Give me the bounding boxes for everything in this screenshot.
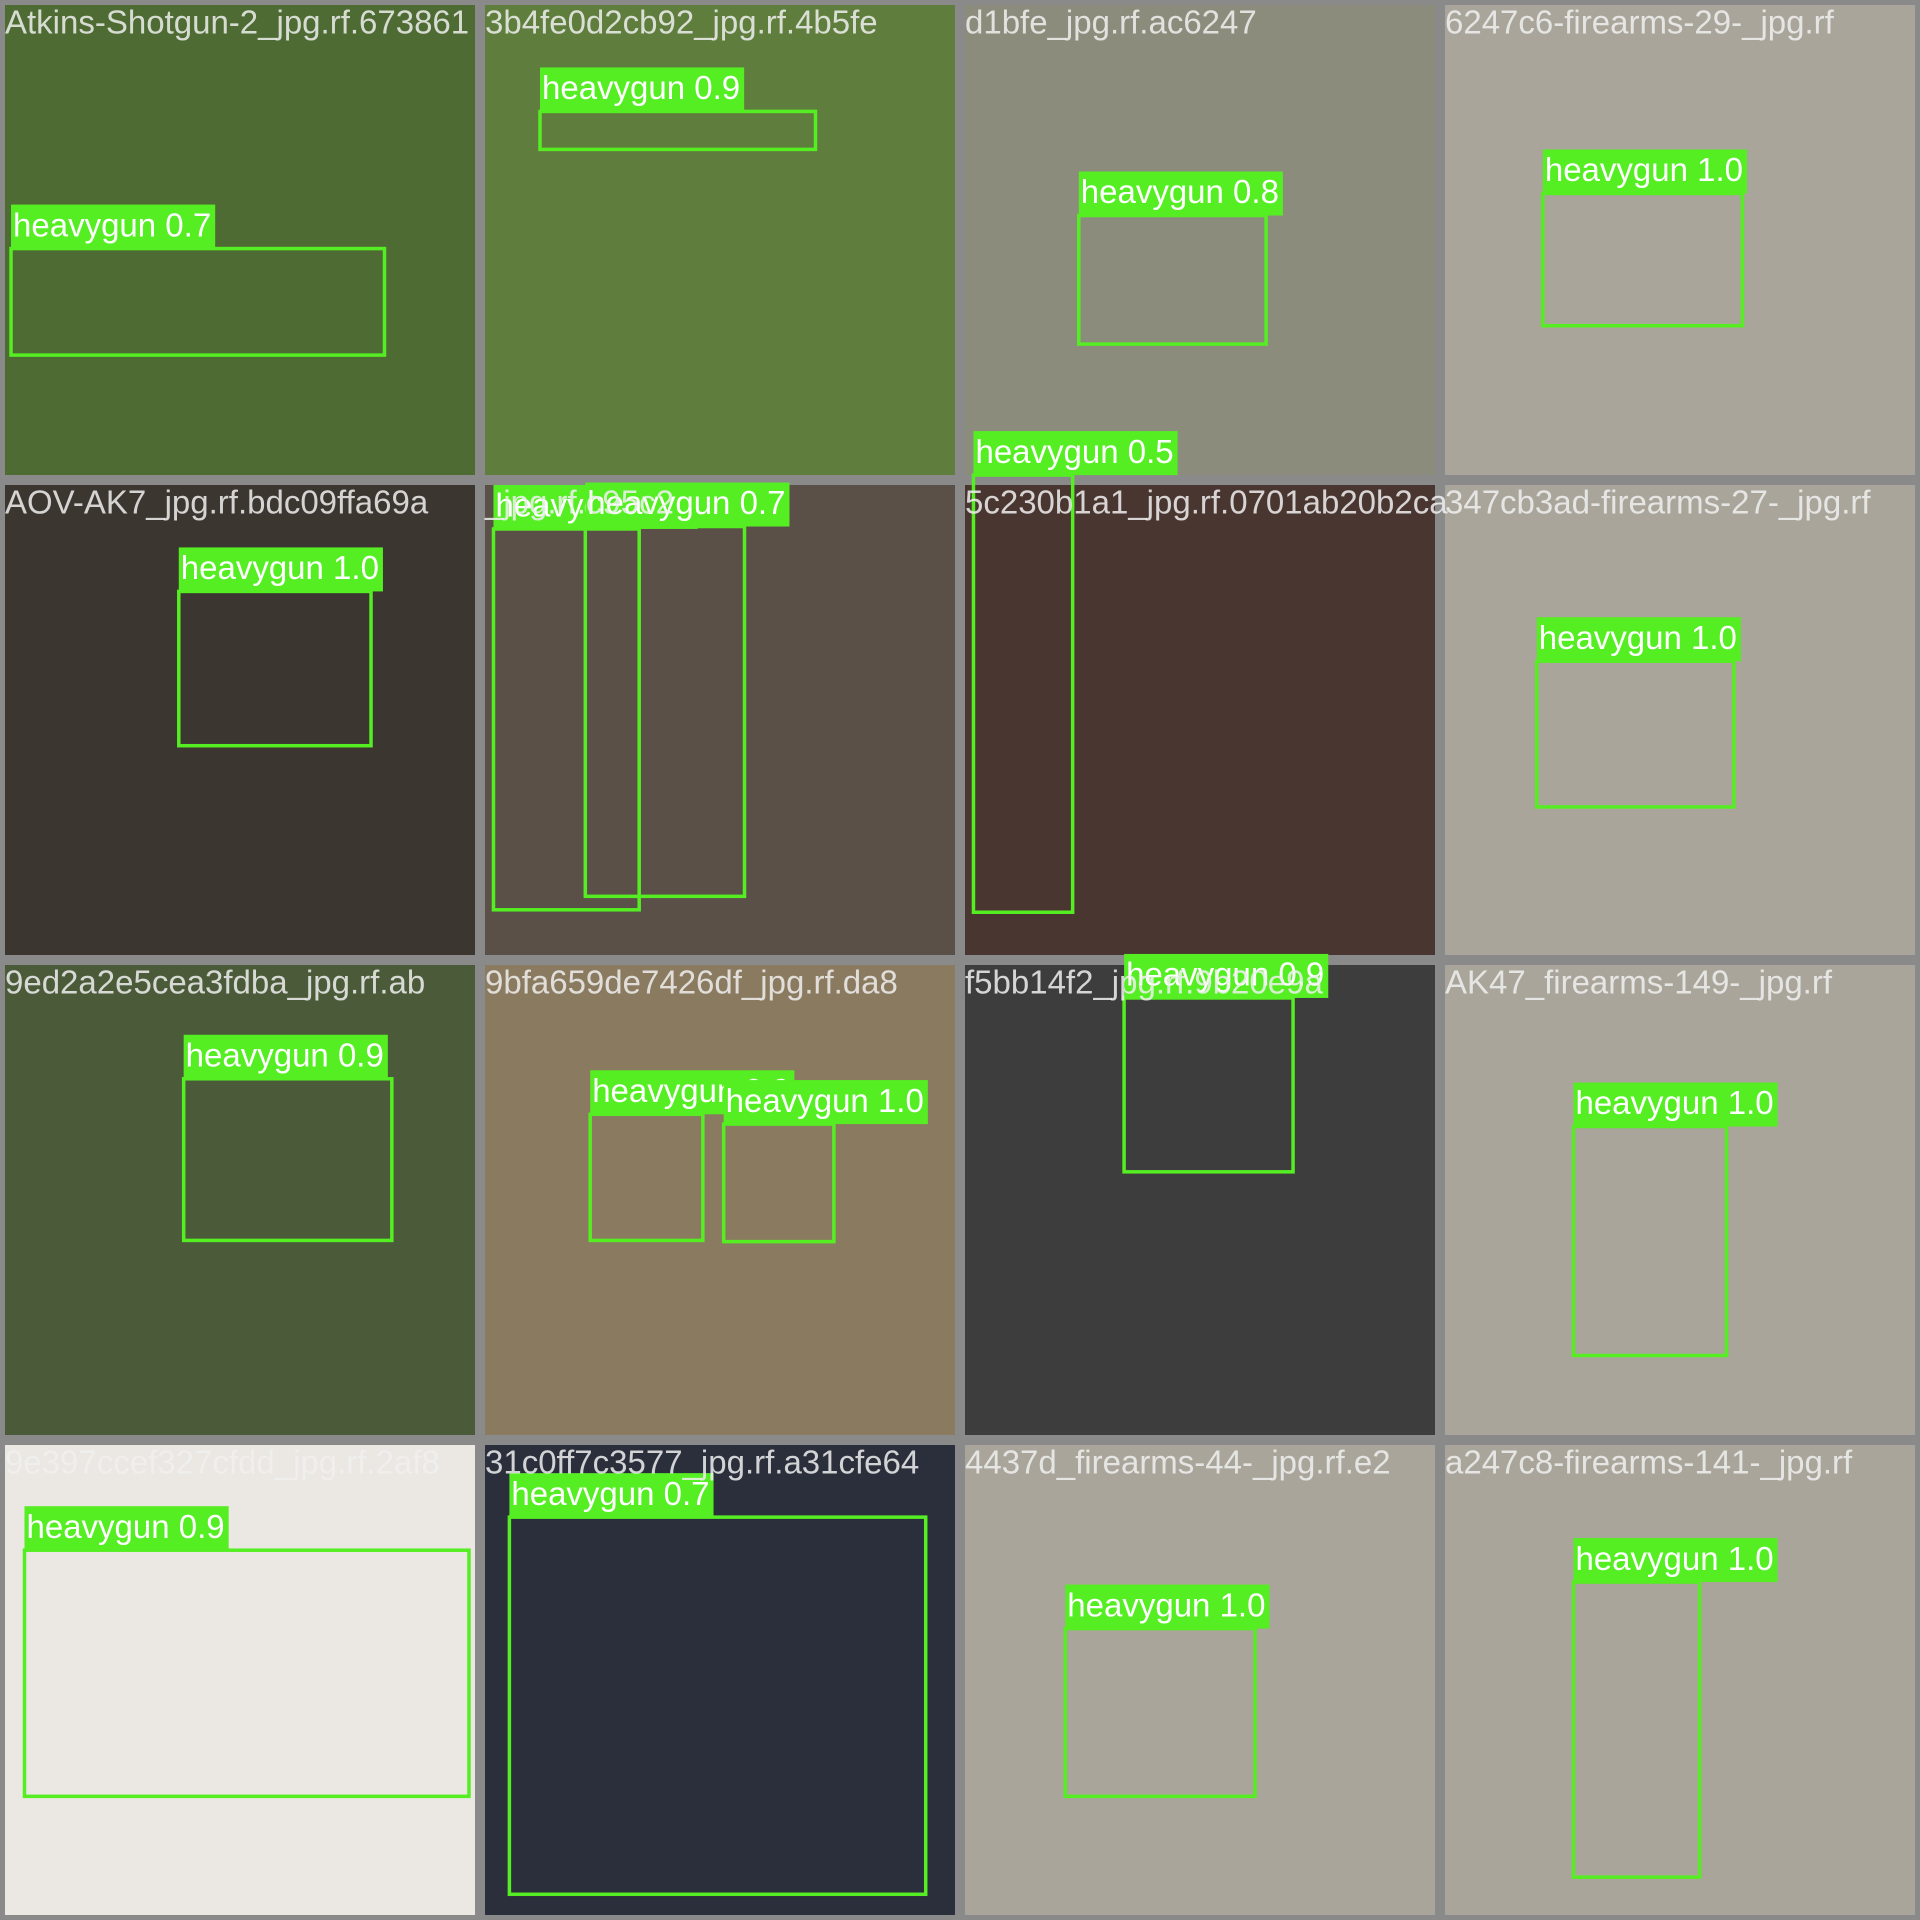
filename: 347cb3ad-firearms-27-_jpg.rf: [1445, 484, 1871, 521]
filename: a247c8-firearms-141-_jpg.rf: [1445, 1444, 1853, 1481]
detection-label-text: heavygun 1.0: [1575, 1540, 1773, 1577]
tile-image: [965, 485, 1435, 955]
detection-label: heavygun 1.0: [1542, 149, 1748, 194]
filename: Atkins-Shotgun-2_jpg.rf.673861: [5, 4, 469, 41]
detection-label-text: heavygun 1.0: [181, 549, 379, 586]
detection-label: heavygun 0.7: [509, 1473, 714, 1518]
label-background: [178, 547, 383, 592]
detection-label: heavygun 0.9: [1124, 953, 1329, 998]
filename: 6247c6-firearms-29-_jpg.rf: [1445, 4, 1835, 41]
detection-label-text: heavygun 0.8: [1081, 173, 1279, 210]
detection-label-text: heavygun 1.0: [1067, 1586, 1265, 1623]
tile-image: [485, 965, 955, 1435]
bounding-box: [22, 1548, 471, 1799]
tile-image: [965, 965, 1435, 1435]
label-background: [973, 431, 1178, 476]
label-background: [509, 1473, 714, 1518]
detection-label-text: heavygun 0.5: [975, 433, 1173, 470]
filename: 9ed2a2e5cea3fdba_jpg.rf.ab: [5, 964, 425, 1001]
filename: 9bfa659de7426df_jpg.rf.da8: [485, 964, 898, 1001]
label-background: [1573, 1082, 1778, 1127]
tile-image: [1445, 1445, 1915, 1915]
filename: 3b4fe0d2cb92_jpg.rf.4b5fe: [485, 4, 878, 41]
filename: f5bb14f2_jpg.rf.9b20e9a: [965, 964, 1323, 1001]
detection-label: heavygun 1.0: [1536, 617, 1741, 662]
tile-image: [965, 1445, 1435, 1915]
label-background: [1536, 617, 1741, 662]
tile-image: [1445, 485, 1915, 955]
detection-label-text: heavygun 0.9: [186, 1036, 384, 1073]
tile-image: [1445, 5, 1915, 475]
detection-label-text: heavygun 1.0: [726, 1082, 924, 1119]
tile-image: [1445, 965, 1915, 1435]
detection-label-text: heavygun 0.7: [587, 484, 785, 521]
bounding-box: [507, 1515, 928, 1897]
detection-label: heavygun 1.0: [1573, 1082, 1778, 1127]
filename: 4437d_firearms-44-_jpg.rf.e2: [965, 1444, 1391, 1481]
detection-label-text: heavygun 0.7: [13, 206, 211, 243]
detection-label: heavygun 0.7: [585, 482, 790, 527]
label-background: [723, 1080, 928, 1125]
filename: AK47_firearms-149-_jpg.rf: [1445, 964, 1833, 1001]
tile-image: [485, 1445, 955, 1915]
detection-label: heavygun 1.0: [1065, 1584, 1270, 1629]
tile-image: [485, 485, 955, 955]
detection-label: heavygun 1.0: [1573, 1538, 1778, 1583]
detection-label-text: heavygun 0.7: [511, 1475, 709, 1512]
label-background: [1573, 1538, 1778, 1583]
filename: 9e397ccef327cfdd_jpg.rf.2af8: [5, 1444, 440, 1481]
filename: 5c230b1a1_jpg.rf.0701ab20b2ca: [965, 484, 1448, 521]
detection-label-text: heavygun 1.0: [1545, 151, 1743, 188]
label-background: [24, 1506, 229, 1551]
detection-label-text: heavygun 1.0: [1539, 619, 1737, 656]
tile-image: [965, 5, 1435, 475]
label-background: [1065, 1584, 1270, 1629]
detection-label: heavygun 0.5: [973, 431, 1178, 476]
detection-label: heavygun 0.9: [24, 1506, 229, 1551]
detection-label: heavygun 1.0: [723, 1080, 928, 1125]
detection-label: heavygun 0.7: [11, 204, 216, 249]
detection-label-text: heavygun 0.9: [26, 1508, 224, 1545]
detection-label: heavygun 0.9: [540, 67, 745, 112]
detection-label-text: heavygun 0.9: [1126, 956, 1324, 993]
detection-label-text: heavygun 1.0: [1575, 1084, 1773, 1121]
label-background: [183, 1034, 388, 1079]
label-background: [1078, 171, 1283, 216]
filename: AOV-AK7_jpg.rf.bdc09ffa69a: [5, 484, 429, 521]
filename: _jpg.rf.c95c2: [484, 484, 674, 521]
filename: 31c0ff7c3577_jpg.rf.a31cfe64: [485, 1444, 919, 1481]
label-background: [1542, 149, 1748, 194]
label-background: [11, 204, 216, 249]
label-background: [585, 482, 790, 527]
filename: d1bfe_jpg.rf.ac6247: [965, 4, 1257, 41]
detection-label: heavygun 0.8: [1078, 171, 1283, 216]
detection-label: heavygun 1.0: [178, 547, 383, 592]
detection-label: heavygun 0.9: [183, 1034, 388, 1079]
label-background: [1124, 953, 1329, 998]
detection-label-text: heavygun 0.9: [542, 69, 740, 106]
label-background: [540, 67, 745, 112]
